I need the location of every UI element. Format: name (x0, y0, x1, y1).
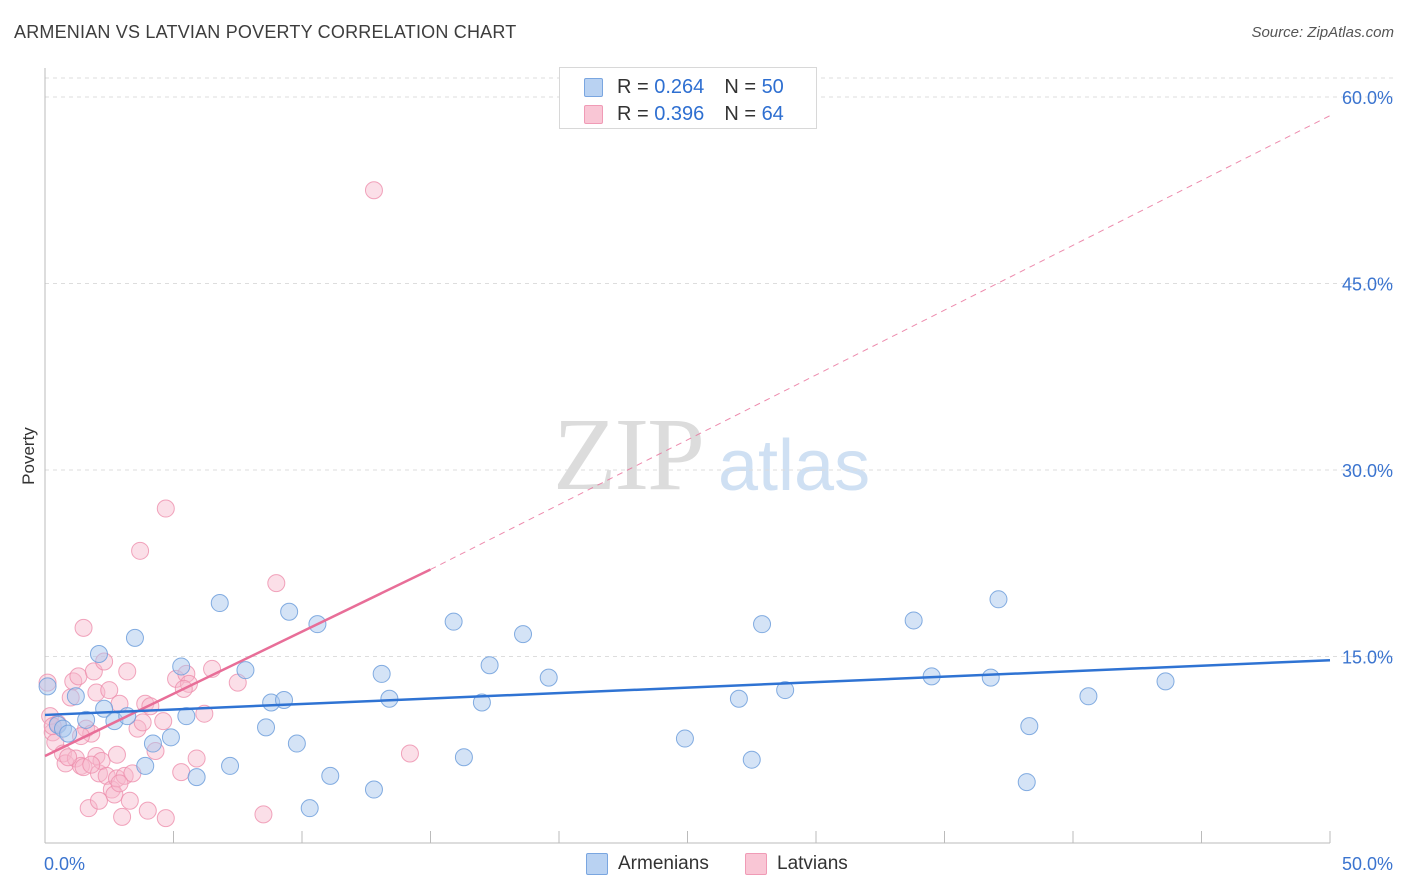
latvian-point (69, 667, 88, 686)
armenian-point (38, 677, 57, 696)
latvian-point (131, 541, 150, 560)
watermark-atlas: atlas (718, 426, 871, 506)
latvian-point (118, 662, 137, 681)
x-tick-label: 0.0% (44, 854, 85, 874)
armenian-point (981, 668, 1000, 687)
armenian-point (136, 756, 155, 775)
armenian-n-label: N = (724, 75, 756, 98)
latvians-swatch (745, 853, 767, 875)
armenian-r-value: 0.264 (654, 75, 705, 98)
latvian-point (120, 791, 139, 810)
latvian-point (110, 774, 129, 793)
latvian-point (187, 749, 206, 768)
correlation-legend: R = 0.264 N = 50 R = 0.396 N = 64 (559, 67, 817, 129)
latvians-label: Latvians (777, 853, 848, 874)
latvian-point (100, 681, 119, 700)
armenian-point (66, 687, 85, 706)
latvian-r-label: R = (617, 102, 649, 125)
latvian-trend-extension (430, 115, 1331, 570)
armenian-point (125, 628, 144, 647)
armenian-point (210, 594, 229, 613)
latvian-n-label: N = (724, 102, 756, 125)
legend-row-armenian: R = 0.264 N = 50 (584, 75, 784, 99)
y-tick-label: 30.0% (1342, 461, 1393, 481)
latvian-point (59, 748, 78, 767)
latvian-swatch (584, 104, 603, 124)
armenian-trend-line (44, 658, 1331, 717)
latvian-point (89, 791, 108, 810)
armenian-point (1020, 717, 1039, 736)
armenian-point (742, 750, 761, 769)
latvian-point (156, 809, 175, 828)
armenian-point (280, 602, 299, 621)
chart-title: ARMENIAN VS LATVIAN POVERTY CORRELATION … (14, 22, 517, 42)
armenian-point (776, 681, 795, 700)
latvian-n-value: 64 (761, 102, 784, 125)
armenian-point (372, 664, 391, 683)
latvian-point (107, 745, 126, 764)
armenian-point (989, 590, 1008, 609)
latvian-point (87, 746, 106, 765)
armenian-point (675, 729, 694, 748)
latvian-point (156, 499, 175, 518)
legend-row-latvian: R = 0.396 N = 64 (584, 102, 784, 126)
armenian-point (729, 689, 748, 708)
armenian-n-value: 50 (761, 75, 784, 98)
armenian-point (444, 612, 463, 631)
armenian-point (300, 799, 319, 818)
x-tick-label: 50.0% (1342, 854, 1393, 874)
latvian-point (267, 574, 286, 593)
latvian-point (154, 712, 173, 731)
armenian-point (287, 734, 306, 753)
armenian-point (172, 657, 191, 676)
latvian-point (138, 801, 157, 820)
y-tick-label: 15.0% (1342, 648, 1393, 668)
armenian-point (321, 766, 340, 785)
latvian-r-value: 0.396 (654, 102, 705, 125)
armenian-r-label: R = (617, 75, 649, 98)
latvian-trend-line (44, 568, 432, 758)
armenian-point (480, 656, 499, 675)
y-tick-label: 45.0% (1342, 275, 1393, 295)
source-credit: Source: ZipAtlas.com (1251, 24, 1394, 41)
y-tick-label: 60.0% (1342, 88, 1393, 108)
armenian-point (187, 768, 206, 787)
latvian-point (113, 807, 132, 826)
armenians-label: Armenians (618, 853, 709, 874)
armenian-point (904, 611, 923, 630)
armenian-point (161, 728, 180, 747)
armenian-point (1156, 672, 1175, 691)
latvian-point (254, 805, 273, 824)
latvian-point (172, 763, 191, 782)
armenian-point (1017, 773, 1036, 792)
watermark-zip: ZIP (553, 397, 705, 512)
armenian-swatch (584, 77, 603, 97)
latvian-point (79, 799, 98, 818)
armenian-point (364, 780, 383, 799)
armenian-point (257, 718, 276, 737)
latvian-point (133, 713, 152, 732)
armenians-swatch (586, 853, 608, 875)
latvian-point (400, 744, 419, 763)
latvian-point (82, 755, 101, 774)
armenian-point (753, 615, 772, 634)
armenian-point (454, 748, 473, 767)
armenian-point (539, 668, 558, 687)
armenian-point (221, 756, 240, 775)
armenian-point (59, 724, 78, 743)
armenian-point (236, 661, 255, 680)
armenian-point (143, 734, 162, 753)
bottom-legend-armenians: Armenians (586, 852, 709, 876)
armenian-point (1079, 687, 1098, 706)
latvian-point (364, 181, 383, 200)
bottom-legend-latvians: Latvians (745, 852, 848, 876)
armenian-point (472, 693, 491, 712)
armenian-point (77, 710, 96, 729)
latvian-point (74, 618, 93, 637)
armenian-point (89, 645, 108, 664)
armenian-point (514, 625, 533, 644)
